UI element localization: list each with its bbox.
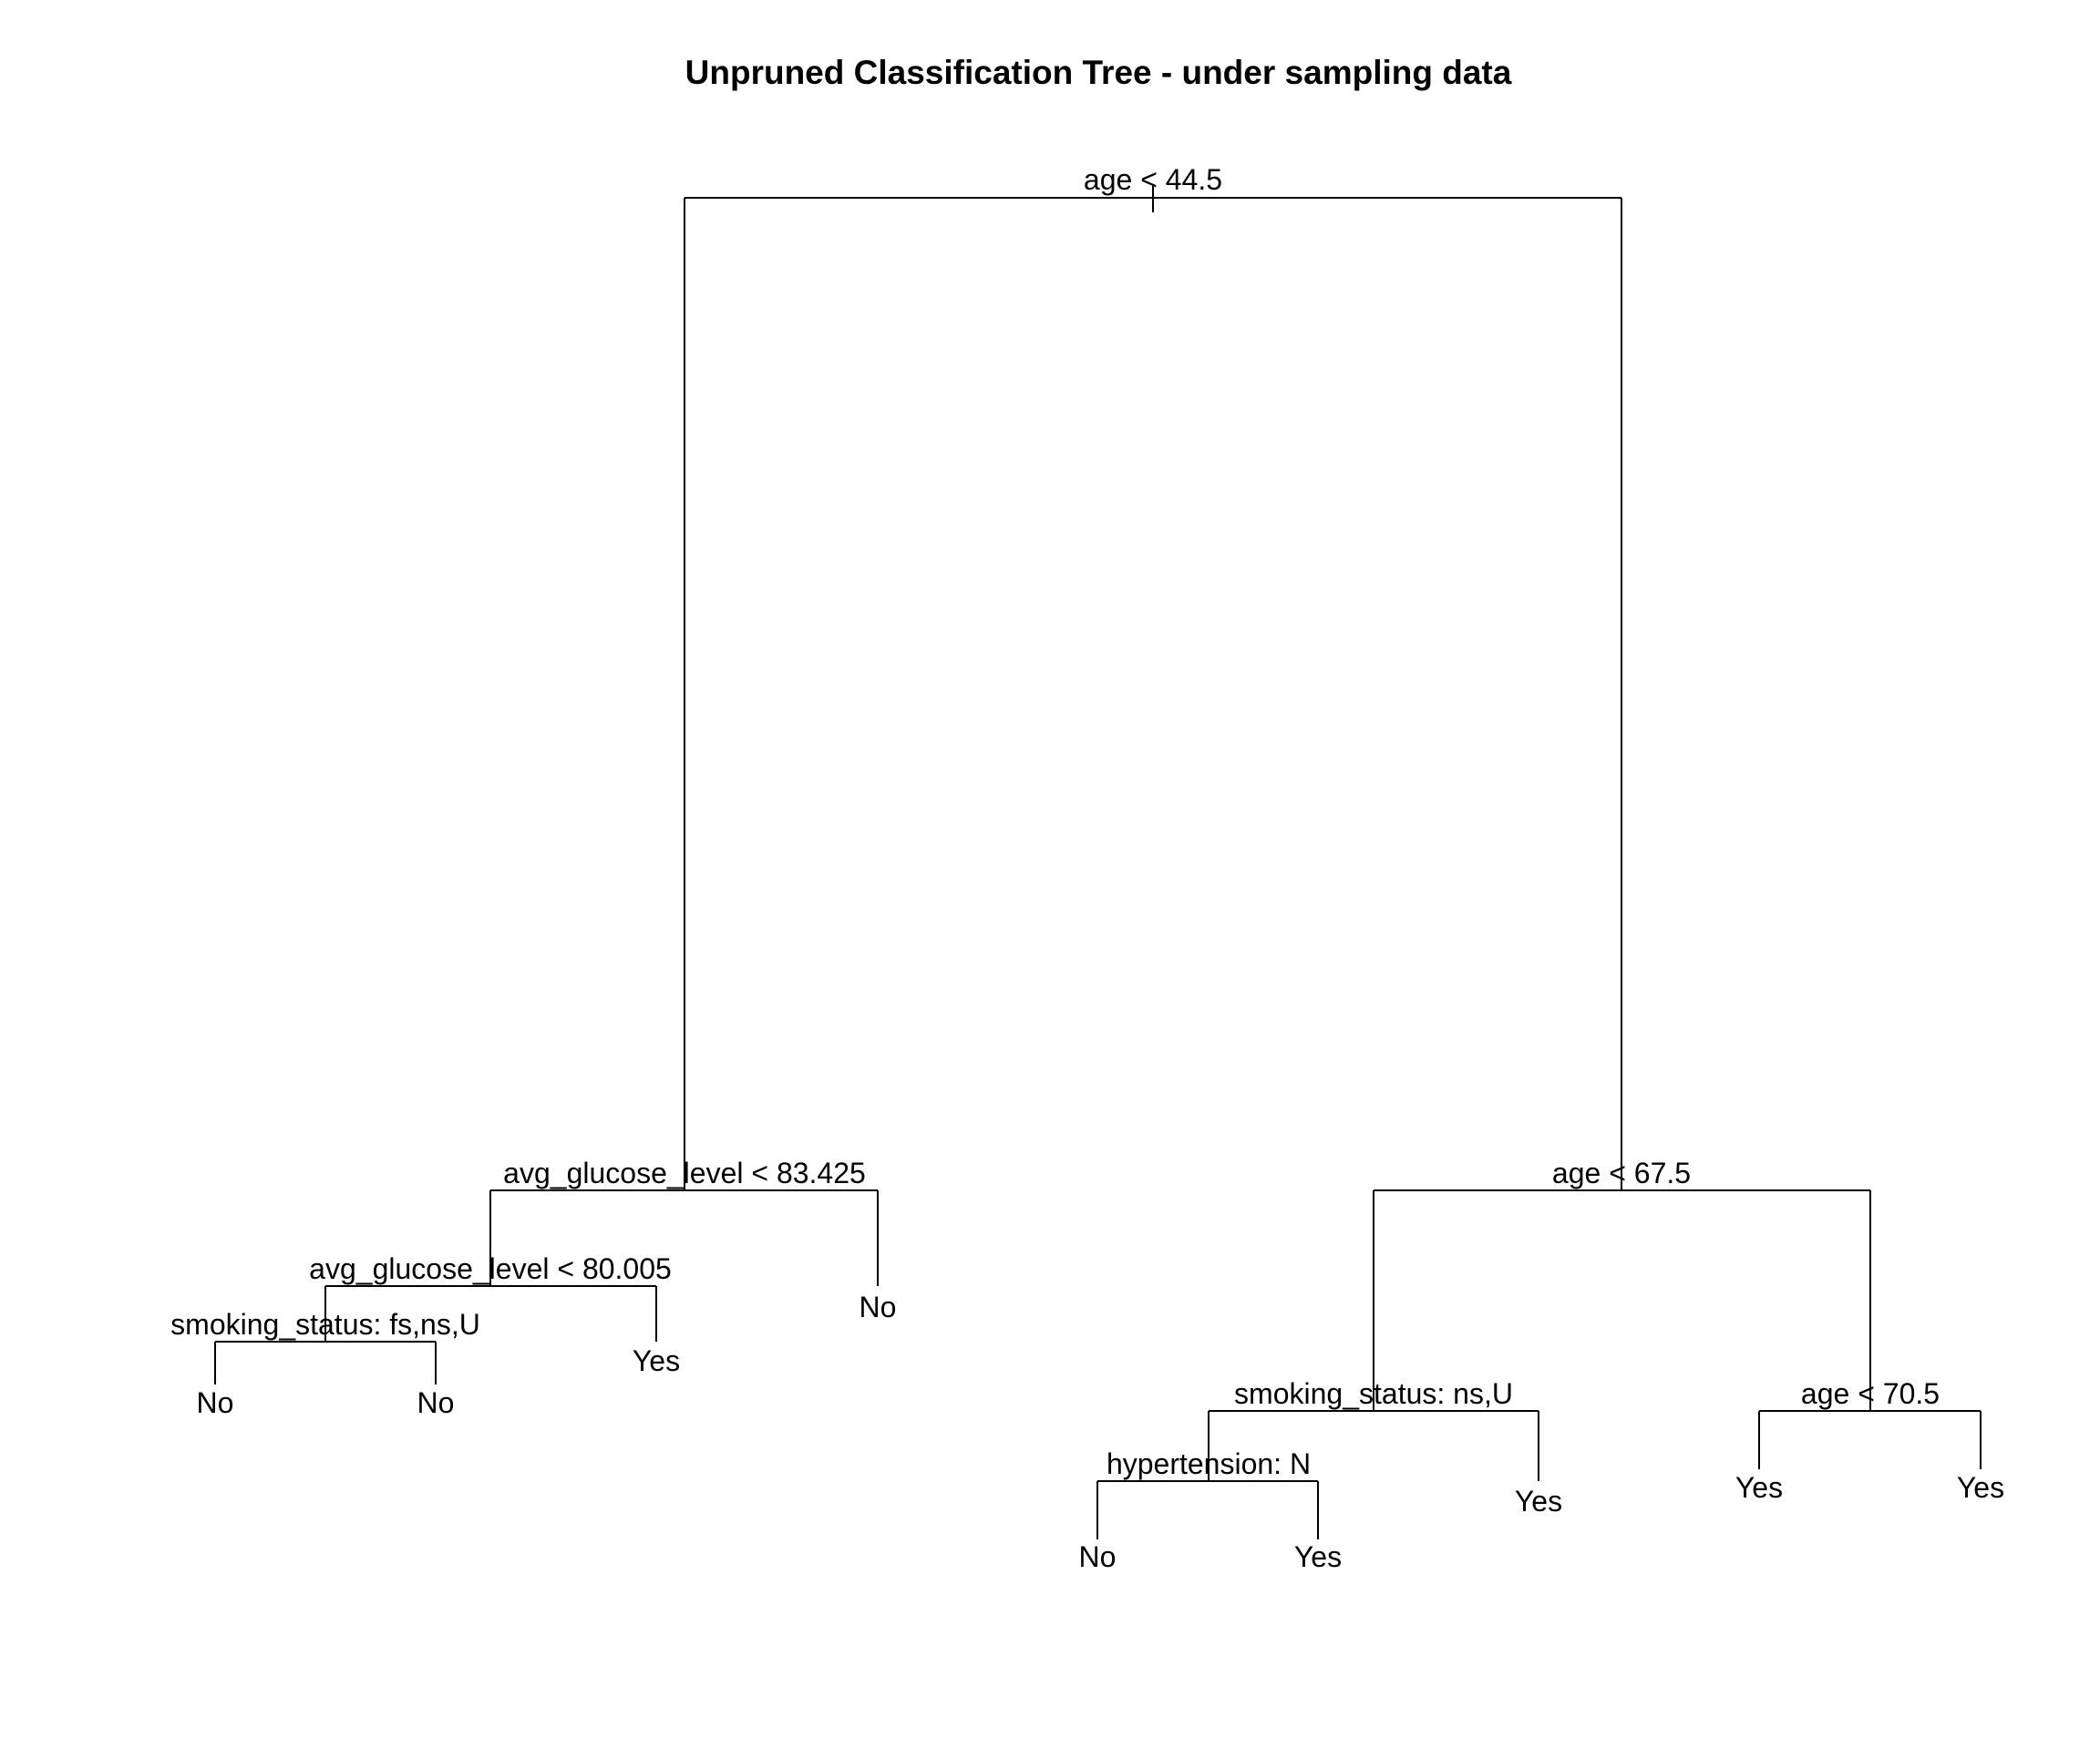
chart-title: Unpruned Classification Tree - under sam…	[685, 54, 1512, 91]
leaf-rll-left: No	[1079, 1540, 1117, 1573]
split-label-rl: smoking_status: ns,U	[1234, 1377, 1513, 1410]
split-label-l: avg_glucose_level < 83.425	[503, 1157, 866, 1189]
leaf-rr-left: Yes	[1735, 1471, 1783, 1504]
leaf-lll-right: No	[417, 1386, 455, 1419]
leaf-l-right: No	[860, 1291, 897, 1323]
split-node-rr: age < 70.5	[1759, 1377, 1981, 1412]
leaf-rll-right: Yes	[1294, 1540, 1342, 1573]
leaf-rl-right: Yes	[1515, 1485, 1562, 1518]
split-label-rll: hypertension: N	[1107, 1447, 1311, 1480]
split-label-r: age < 67.5	[1552, 1157, 1691, 1189]
split-node-ll: avg_glucose_level < 80.005	[309, 1252, 672, 1287]
split-node-root: age < 44.5	[685, 163, 1621, 212]
split-label-rr: age < 70.5	[1801, 1377, 1940, 1410]
split-label-ll: avg_glucose_level < 80.005	[309, 1252, 672, 1285]
split-node-r: age < 67.5	[1374, 1157, 1870, 1191]
split-label-lll: smoking_status: fs,ns,U	[170, 1308, 480, 1341]
leaf-rr-right: Yes	[1957, 1471, 2004, 1504]
split-node-rl: smoking_status: ns,U	[1209, 1377, 1539, 1412]
split-label-root: age < 44.5	[1084, 163, 1222, 196]
split-node-lll: smoking_status: fs,ns,U	[170, 1308, 480, 1343]
leaf-lll-left: No	[197, 1386, 234, 1419]
leaf-ll-right: Yes	[633, 1344, 680, 1377]
split-node-l: avg_glucose_level < 83.425	[490, 1157, 878, 1191]
split-node-rll: hypertension: N	[1097, 1447, 1318, 1482]
